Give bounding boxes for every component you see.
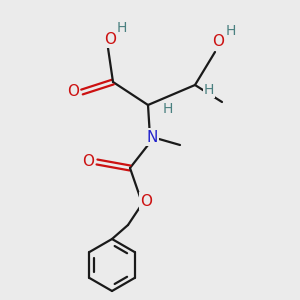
Text: O: O	[67, 85, 79, 100]
Text: H: H	[163, 102, 173, 116]
Text: O: O	[82, 154, 94, 169]
Text: H: H	[117, 21, 127, 35]
Text: O: O	[104, 32, 116, 46]
Text: N: N	[146, 130, 158, 145]
Text: H: H	[226, 24, 236, 38]
Text: O: O	[140, 194, 152, 208]
Text: H: H	[204, 83, 214, 97]
Text: O: O	[212, 34, 224, 50]
